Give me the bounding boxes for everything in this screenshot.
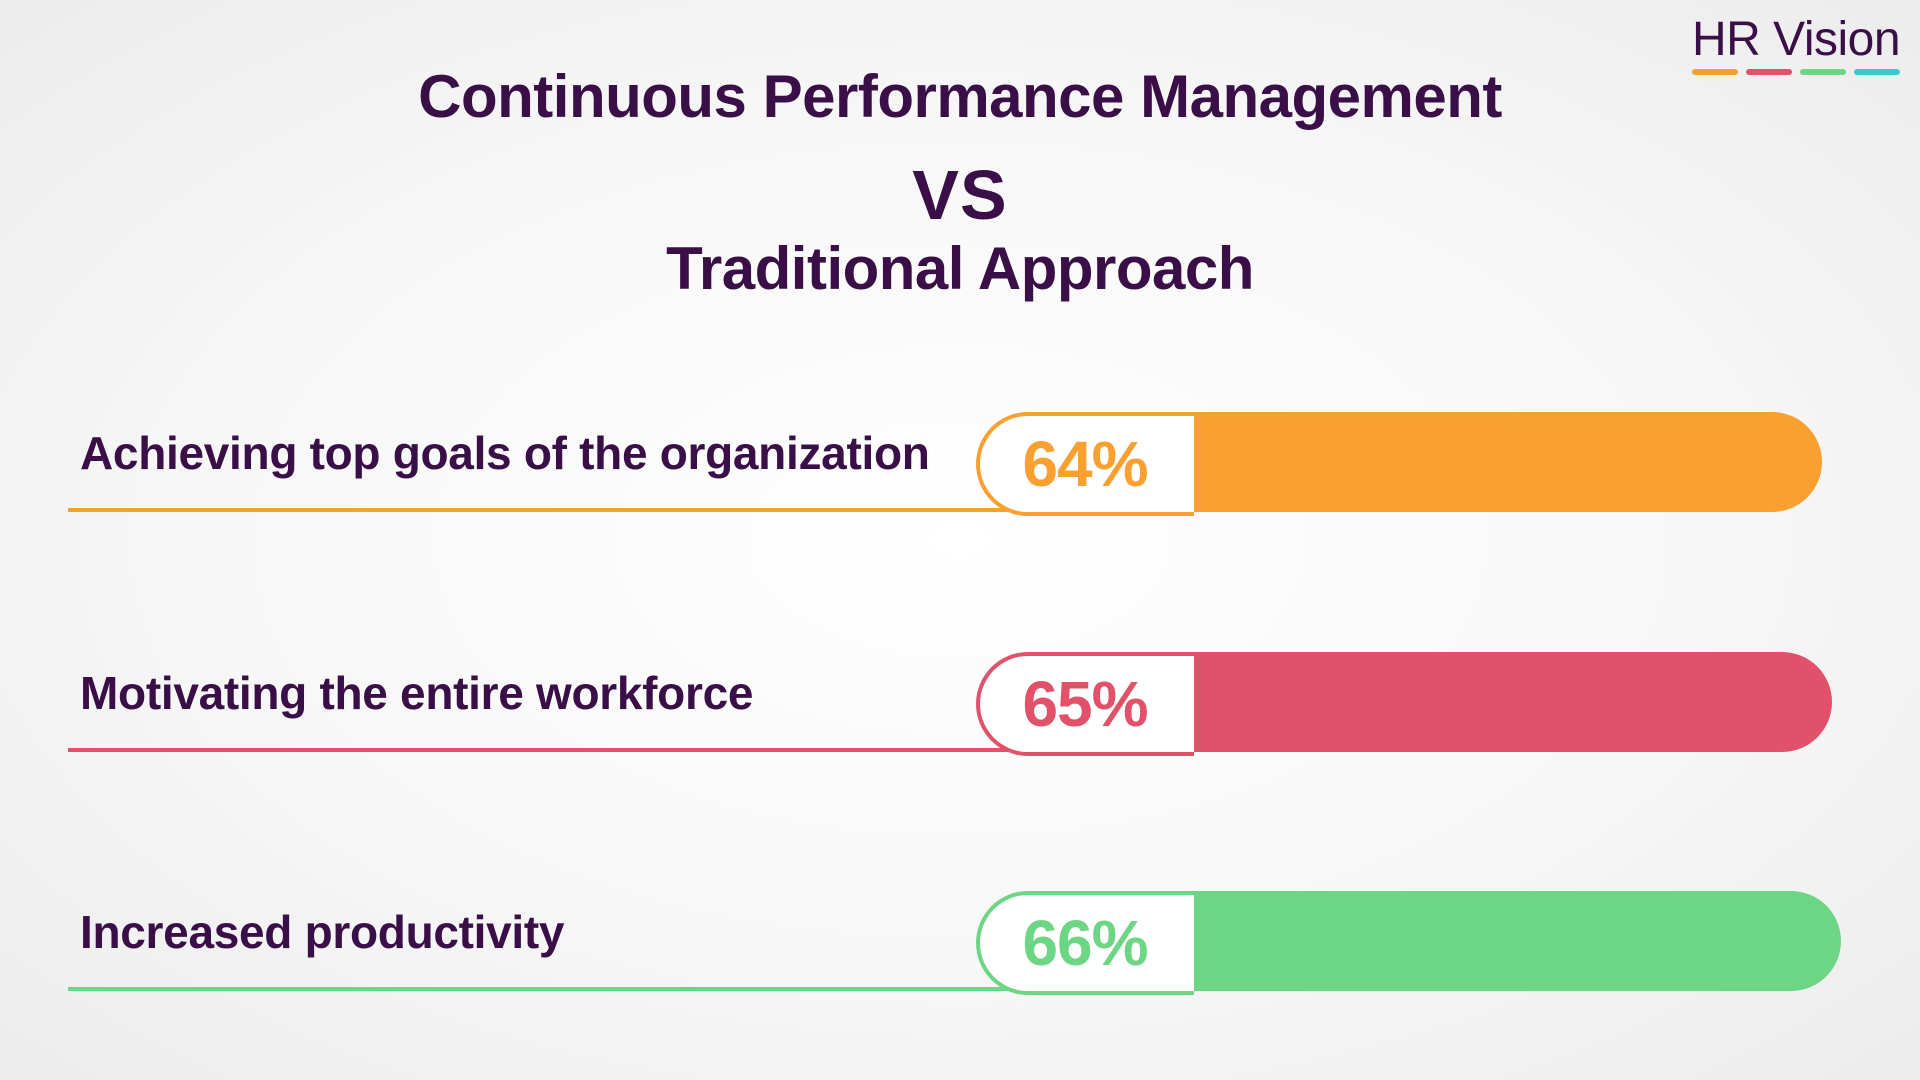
bar-value-cap [976,891,1194,995]
logo-text: HR Vision [1692,13,1901,66]
bar-category-label: Motivating the entire workforce [80,667,754,719]
logo-dash [1692,69,1738,75]
chart-title-line-1: Continuous Performance Management [418,63,1502,130]
bar [1188,891,1842,991]
logo-dash [1746,69,1792,75]
bar-value-cap [976,412,1194,516]
bar-data-label: 65% [1022,668,1148,740]
bar-underline [68,508,1028,512]
logo-dash [1800,69,1846,75]
chart-title-line-2: Traditional Approach [666,235,1254,302]
chart-title-vs: VS [912,156,1008,234]
bar-data-label: 66% [1022,907,1148,979]
bar-row: Increased productivity 66% [0,891,1920,995]
bar-value-cap [976,652,1194,756]
bar [1188,652,1832,752]
bar-category-label: Achieving top goals of the organization [80,427,930,479]
bar [1188,412,1822,512]
bar-data-label: 64% [1022,428,1148,500]
bar-row: Achieving top goals of the organization 6… [0,412,1920,516]
bar-category-label: Increased productivity [80,906,565,958]
bar-underline [68,748,1028,752]
bar-row: Motivating the entire workforce 65% [0,652,1920,756]
logo-dashes [1692,69,1908,75]
bar-underline [68,987,1028,991]
hr-vision-logo: HR Vision [1692,12,1908,75]
logo-dash [1854,69,1900,75]
